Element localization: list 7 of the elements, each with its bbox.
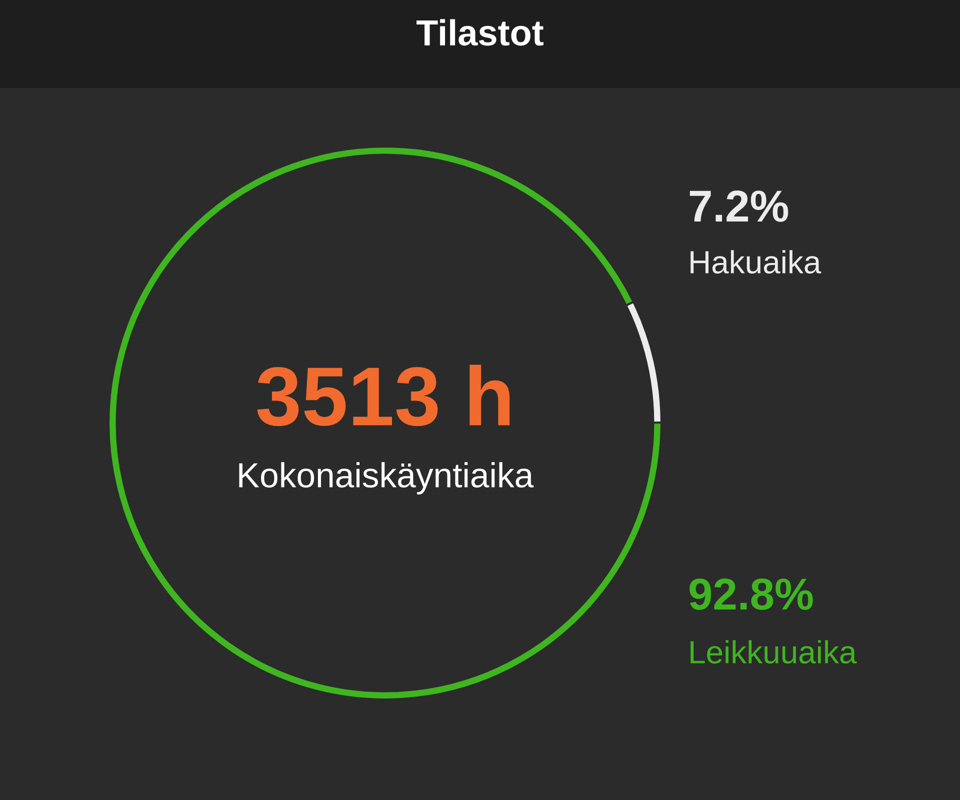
chart-title: Tilastot [416, 19, 544, 46]
slice-label: Leikkuuaika [690, 640, 857, 664]
text: 3513 h [257, 364, 510, 426]
data-label: 7.2% [690, 190, 788, 222]
text: Kokonaiskäyntiaika [239, 462, 534, 494]
slice-label: Hakuaika [690, 250, 822, 274]
data-label: 92.8% [690, 578, 813, 610]
